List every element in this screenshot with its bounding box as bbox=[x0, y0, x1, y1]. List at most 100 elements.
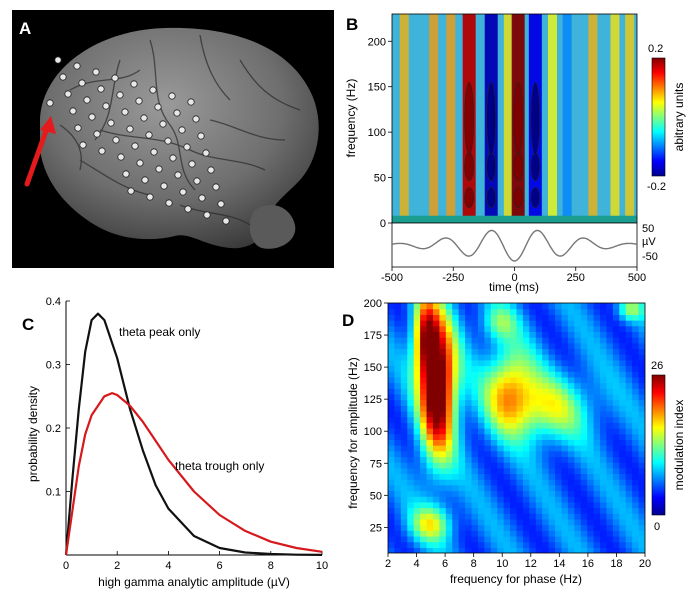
comodulogram-cell bbox=[484, 337, 492, 344]
comodulogram-cell bbox=[471, 445, 479, 452]
comodulogram-cell bbox=[471, 388, 479, 395]
comodulogram-cell bbox=[465, 410, 473, 418]
comodulogram-cell bbox=[439, 354, 447, 361]
comodulogram-cell bbox=[407, 376, 415, 384]
comodulogram-cell bbox=[452, 342, 460, 350]
panel-c-ylabel: probability density bbox=[26, 386, 40, 482]
comodulogram-cell bbox=[432, 348, 440, 355]
comodulogram-cell bbox=[516, 541, 524, 548]
comodulogram-cell bbox=[580, 331, 588, 338]
comodulogram-cell bbox=[632, 314, 640, 321]
comodulogram-cell bbox=[407, 490, 415, 497]
comodulogram-cell bbox=[503, 393, 511, 401]
comodulogram-cell bbox=[445, 416, 453, 423]
comodulogram-cell bbox=[638, 325, 645, 333]
comodulogram-cell bbox=[484, 490, 492, 497]
comodulogram-cell bbox=[529, 320, 537, 327]
comodulogram-cell bbox=[606, 320, 614, 327]
comodulogram-cell bbox=[619, 354, 627, 361]
comodulogram-cell bbox=[632, 376, 640, 384]
comodulogram-cell bbox=[426, 405, 434, 412]
comodulogram-cell bbox=[420, 382, 428, 389]
comodulogram-cell bbox=[542, 348, 550, 355]
comodulogram-cell bbox=[542, 303, 550, 310]
comodulogram-cell bbox=[420, 501, 428, 509]
comodulogram-cell bbox=[606, 462, 614, 469]
comodulogram-cell bbox=[439, 416, 447, 423]
comodulogram-cell bbox=[555, 376, 563, 384]
comodulogram-cell bbox=[465, 382, 473, 389]
comodulogram-cell bbox=[593, 479, 601, 486]
comodulogram-cell bbox=[407, 365, 415, 372]
comodulogram-cell bbox=[484, 388, 492, 395]
comodulogram-cell bbox=[477, 547, 485, 553]
panel-b-ytick-label: 50 bbox=[374, 173, 386, 185]
comodulogram-cell bbox=[497, 507, 505, 514]
electrode-grid bbox=[46, 56, 230, 225]
comodulogram-cell bbox=[484, 359, 492, 367]
comodulogram-cell bbox=[612, 354, 620, 361]
comodulogram-cell bbox=[587, 314, 595, 321]
comodulogram-cell bbox=[638, 501, 645, 509]
comodulogram-cell bbox=[388, 405, 396, 412]
comodulogram-cell bbox=[529, 337, 537, 344]
comodulogram-cell bbox=[542, 473, 550, 480]
comodulogram-cell bbox=[516, 320, 524, 327]
comodulogram-cell bbox=[458, 450, 466, 458]
panel-c-xtick-label: 10 bbox=[316, 560, 328, 572]
comodulogram-cell bbox=[548, 467, 556, 475]
comodulogram-cell bbox=[567, 399, 575, 406]
panel-b-xtick-label: 500 bbox=[628, 272, 646, 284]
comodulogram-cell bbox=[522, 507, 530, 514]
electrode-dot bbox=[207, 166, 215, 174]
comodulogram-cell bbox=[555, 547, 563, 553]
comodulogram-cell bbox=[426, 325, 434, 333]
comodulogram-cell bbox=[561, 524, 569, 531]
comodulogram-cell bbox=[612, 365, 620, 372]
comodulogram-cell bbox=[458, 405, 466, 412]
comodulogram-cell bbox=[619, 547, 627, 553]
comodulogram-cell bbox=[394, 410, 402, 418]
comodulogram-cell bbox=[439, 473, 447, 480]
comodulogram-cell bbox=[612, 410, 620, 418]
comodulogram-cell bbox=[497, 359, 505, 367]
comodulogram-cell bbox=[632, 359, 640, 367]
comodulogram-cell bbox=[542, 530, 550, 537]
comodulogram-cell bbox=[625, 376, 633, 384]
comodulogram-cell bbox=[600, 393, 608, 401]
comodulogram-cell bbox=[561, 314, 569, 321]
comodulogram-cell bbox=[458, 388, 466, 395]
comodulogram-cell bbox=[452, 416, 460, 423]
comodulogram-cell bbox=[593, 388, 601, 395]
comodulogram-cell bbox=[600, 530, 608, 537]
comodulogram-cell bbox=[580, 535, 588, 543]
comodulogram-cell bbox=[535, 439, 543, 446]
comodulogram-cell bbox=[593, 382, 601, 389]
comodulogram-cell bbox=[555, 365, 563, 372]
comodulogram-cell bbox=[426, 433, 434, 440]
comodulogram-cell bbox=[400, 320, 408, 327]
comodulogram-cell bbox=[510, 405, 518, 412]
comodulogram-cell bbox=[394, 507, 402, 514]
comodulogram-cell bbox=[619, 393, 627, 401]
comodulogram-cell bbox=[619, 484, 627, 492]
comodulogram-cell bbox=[600, 399, 608, 406]
comodulogram-cell bbox=[413, 410, 421, 418]
comodulogram-cell bbox=[400, 399, 408, 406]
comodulogram-cell bbox=[593, 535, 601, 543]
comodulogram-cell bbox=[600, 547, 608, 553]
comodulogram-cell bbox=[471, 376, 479, 384]
comodulogram-cell bbox=[394, 467, 402, 475]
comodulogram-cell bbox=[458, 303, 466, 310]
comodulogram-cell bbox=[407, 314, 415, 321]
panel-c-xtick-label: 2 bbox=[114, 560, 120, 572]
comodulogram-cell bbox=[567, 456, 575, 463]
comodulogram-cell bbox=[567, 325, 575, 333]
panel-b-xlabel: time (ms) bbox=[489, 280, 539, 294]
comodulogram-cell bbox=[477, 439, 485, 446]
comodulogram-cell bbox=[497, 496, 505, 503]
comodulogram-cell bbox=[555, 439, 563, 446]
comodulogram-cell bbox=[445, 337, 453, 344]
comodulogram-cell bbox=[516, 303, 524, 310]
comodulogram-cell bbox=[535, 320, 543, 327]
